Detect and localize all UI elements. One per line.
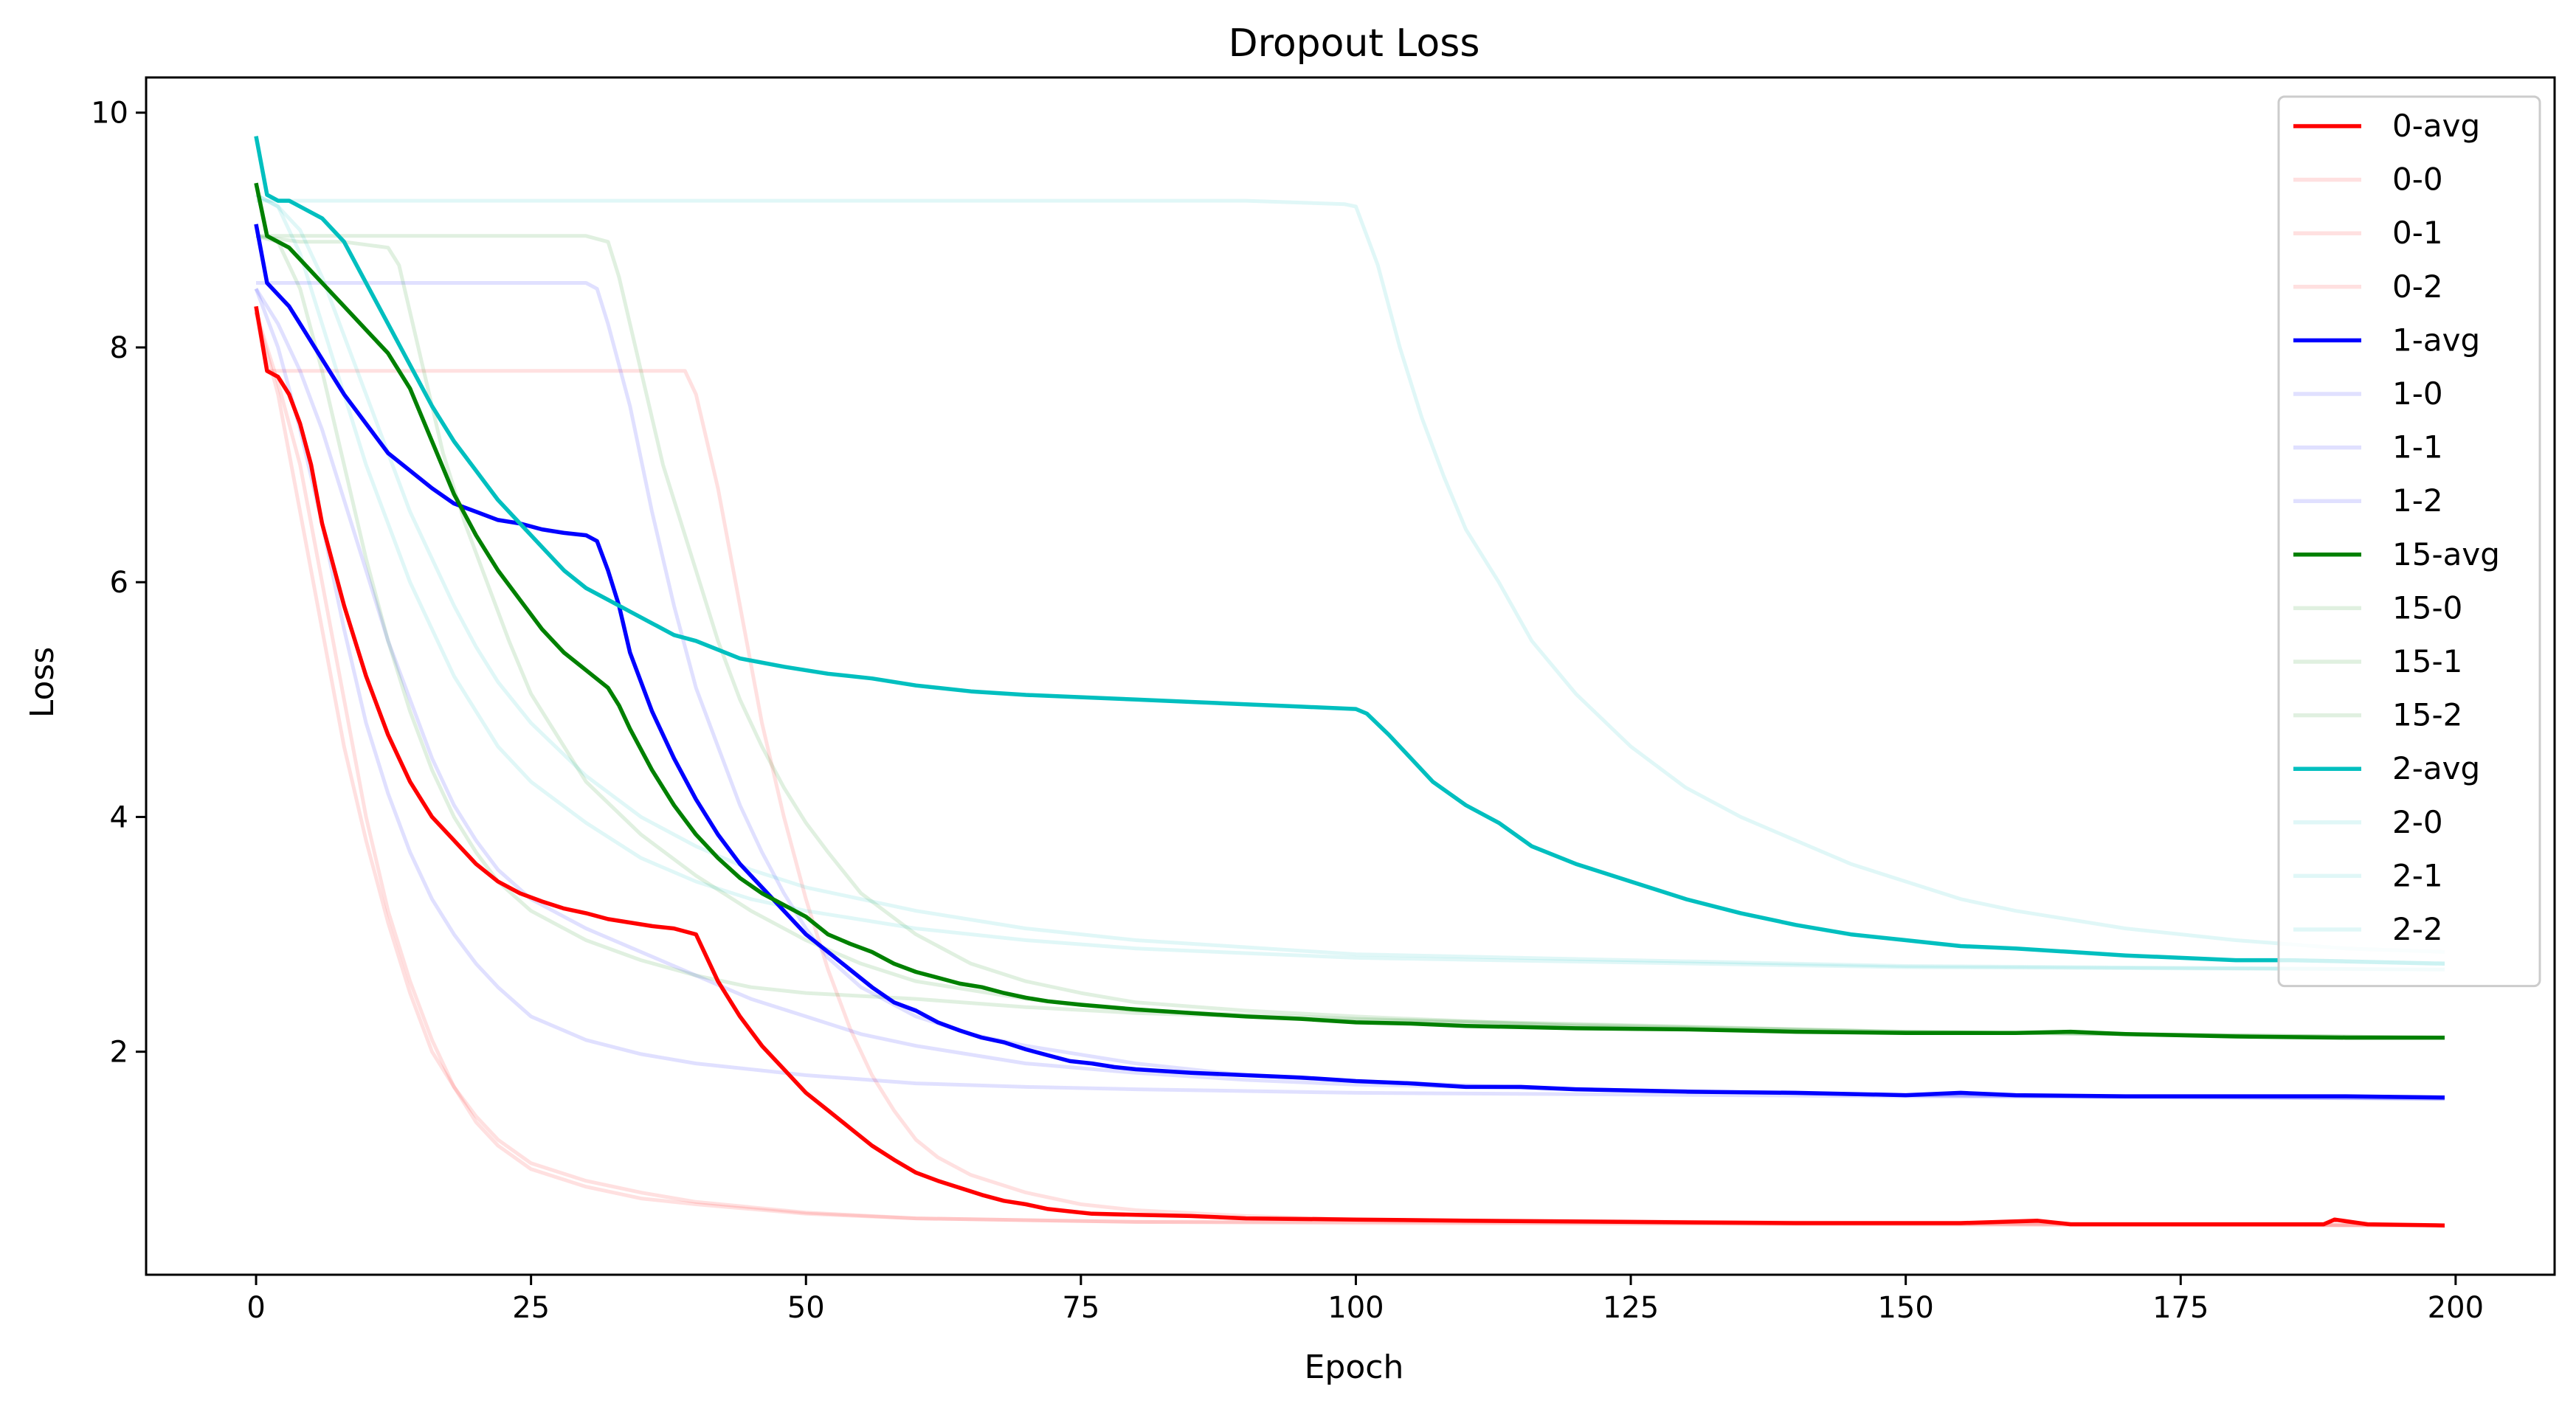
legend-label-0-avg: 0-avg <box>2392 108 2480 144</box>
x-tick-label: 25 <box>512 1291 550 1325</box>
y-axis-label: Loss <box>24 647 61 719</box>
series-line-2-avg <box>254 136 2445 966</box>
y-tick-label: 6 <box>110 566 128 600</box>
legend: 0-avg 0-0 0-1 0-2 1-avg 1-0 1-1 1-2 15-avg 15-0 15… <box>2277 95 2541 988</box>
series-line-15-1 <box>256 234 2445 1040</box>
x-tick-label: 100 <box>1327 1291 1384 1325</box>
series-line-15-0 <box>255 234 2445 1040</box>
series-line-15-avg <box>254 182 2445 1040</box>
legend-label-1-0: 1-0 <box>2392 375 2443 412</box>
series-line-0-2 <box>254 311 2445 1228</box>
series-line-1-1 <box>256 281 2445 1101</box>
legend-label-2-1: 2-1 <box>2392 857 2443 893</box>
series-line-1-avg <box>254 224 2445 1100</box>
legend-label-15-0: 15-0 <box>2392 589 2462 626</box>
x-tick-label: 150 <box>1877 1291 1933 1325</box>
legend-label-1-2: 1-2 <box>2392 482 2443 519</box>
legend-label-2-0: 2-0 <box>2392 804 2443 840</box>
series-line-2-0 <box>255 193 2445 972</box>
x-tick-label: 200 <box>2428 1291 2484 1325</box>
plot-lines <box>254 136 2445 1228</box>
legend-label-2-avg: 2-avg <box>2392 750 2480 786</box>
series-line-1-0 <box>254 288 2445 1101</box>
y-tick-label: 2 <box>110 1036 128 1070</box>
x-tick-label: 125 <box>1603 1291 1659 1325</box>
series-line-15-2 <box>255 234 2445 1040</box>
legend-label-0-0: 0-0 <box>2392 162 2443 198</box>
series-line-2-1 <box>255 193 2445 972</box>
legend-label-15-2: 15-2 <box>2392 697 2462 733</box>
chart-title: Dropout Loss <box>1229 21 1480 66</box>
legend-label-15-avg: 15-avg <box>2392 536 2500 572</box>
series-line-0-avg <box>254 305 2445 1228</box>
x-tick-label: 0 <box>246 1291 265 1325</box>
legend-label-0-2: 0-2 <box>2392 269 2443 305</box>
legend-label-0-1: 0-1 <box>2392 215 2443 251</box>
x-axis-label: Epoch <box>1305 1349 1404 1386</box>
legend-label-2-2: 2-2 <box>2392 911 2443 947</box>
plot-frame <box>145 76 2556 1276</box>
legend-box <box>2277 95 2541 988</box>
x-axis-ticks: 0 25 50 75 100 125 150 175 200 <box>246 1275 2484 1325</box>
y-tick-label: 10 <box>91 97 128 131</box>
series-line-0-1 <box>254 311 2445 1228</box>
x-tick-label: 175 <box>2152 1291 2209 1325</box>
legend-label-1-1: 1-1 <box>2392 429 2443 465</box>
y-tick-label: 8 <box>110 331 128 365</box>
series-line-0-0 <box>254 311 2445 1228</box>
series-line-1-2 <box>254 288 2445 1101</box>
x-tick-label: 75 <box>1062 1291 1099 1325</box>
legend-label-1-avg: 1-avg <box>2392 322 2480 358</box>
x-tick-label: 50 <box>787 1291 825 1325</box>
y-axis-ticks: 2 4 6 8 10 <box>91 97 146 1070</box>
y-tick-label: 4 <box>110 800 128 834</box>
legend-label-15-1: 15-1 <box>2392 643 2462 679</box>
series-line-2-2 <box>256 198 2445 954</box>
